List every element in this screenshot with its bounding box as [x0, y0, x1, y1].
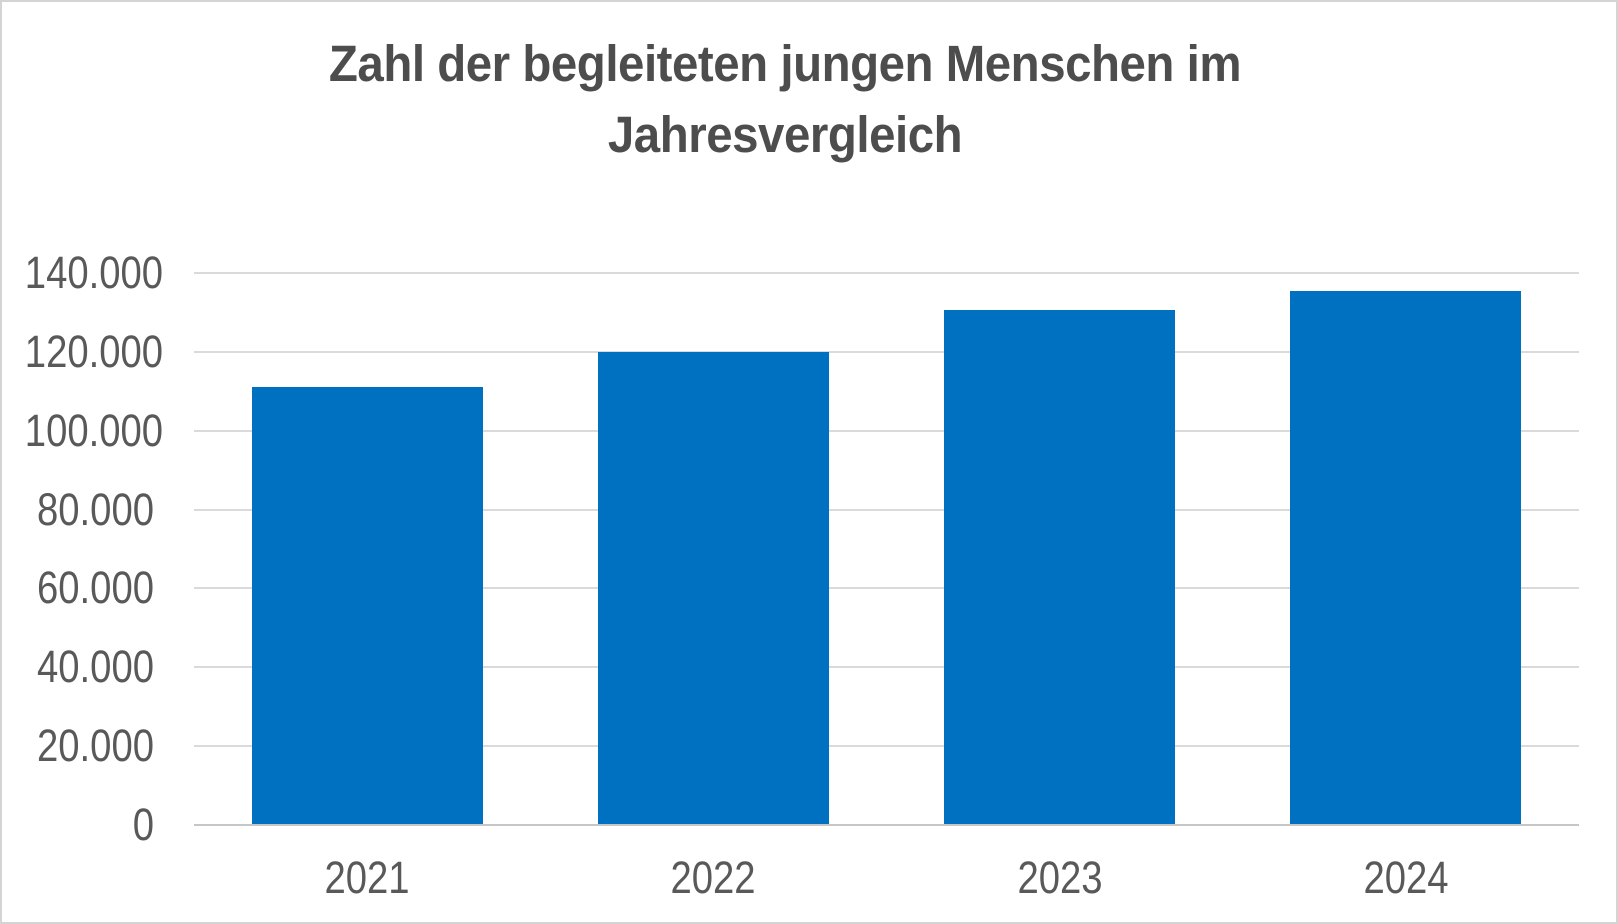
x-tick-label-2024: 2024	[1363, 852, 1449, 903]
x-axis-line	[194, 824, 1579, 826]
gridline-100.000	[194, 429, 1579, 432]
bar-2024	[1290, 290, 1522, 824]
y-tick-label-80.000: 80.000	[37, 483, 154, 535]
gridline-80.000	[194, 508, 1579, 511]
y-tick-label-60.000: 60.000	[37, 562, 154, 614]
bar-2022	[597, 351, 829, 824]
y-tick-label-40.000: 40.000	[37, 641, 154, 693]
x-tick-label-2023: 2023	[1017, 852, 1103, 903]
y-tick-label-120.000: 120.000	[24, 325, 164, 377]
y-tick-label-140.000: 140.000	[24, 247, 164, 298]
bar-2021	[251, 387, 483, 824]
y-tick-label-20.000: 20.000	[37, 720, 154, 772]
y-tick-label-100.000: 100.000	[24, 404, 164, 456]
y-tick-label-0: 0	[132, 799, 154, 850]
bar-2023	[944, 310, 1176, 824]
x-tick-label-2022: 2022	[670, 852, 756, 903]
x-tick-label-2021: 2021	[324, 852, 410, 903]
gridline-40.000	[194, 666, 1579, 669]
gridline-60.000	[194, 587, 1579, 590]
chart-title: Zahl der begleiteten jungen Menschen im …	[328, 35, 1242, 163]
gridline-20.000	[194, 745, 1579, 748]
gridline-120.000	[194, 350, 1579, 353]
gridline-140.000	[194, 272, 1579, 274]
